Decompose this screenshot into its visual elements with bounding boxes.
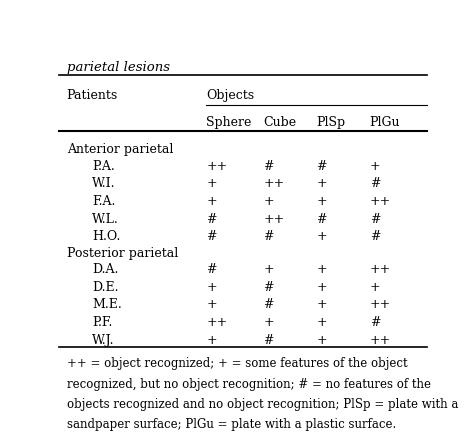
Text: PlSp: PlSp bbox=[316, 116, 346, 129]
Text: +: + bbox=[263, 315, 274, 328]
Text: M.E.: M.E. bbox=[92, 298, 122, 311]
Text: +: + bbox=[316, 333, 327, 346]
Text: F.A.: F.A. bbox=[92, 194, 116, 208]
Text: +: + bbox=[370, 280, 380, 293]
Text: +: + bbox=[316, 194, 327, 208]
Text: #: # bbox=[370, 177, 380, 190]
Text: +: + bbox=[316, 280, 327, 293]
Text: +: + bbox=[316, 298, 327, 311]
Text: sandpaper surface; PlGu = plate with a plastic surface.: sandpaper surface; PlGu = plate with a p… bbox=[66, 417, 396, 430]
Text: #: # bbox=[263, 280, 273, 293]
Text: H.O.: H.O. bbox=[92, 230, 121, 243]
Text: +: + bbox=[206, 333, 217, 346]
Text: ++: ++ bbox=[206, 159, 228, 173]
Text: +: + bbox=[316, 230, 327, 243]
Text: P.F.: P.F. bbox=[92, 315, 113, 328]
Text: Patients: Patients bbox=[66, 88, 118, 102]
Text: #: # bbox=[316, 159, 327, 173]
Text: ++: ++ bbox=[263, 212, 284, 225]
Text: #: # bbox=[370, 230, 380, 243]
Text: #: # bbox=[263, 333, 273, 346]
Text: +: + bbox=[370, 159, 380, 173]
Text: ++: ++ bbox=[370, 263, 391, 276]
Text: D.A.: D.A. bbox=[92, 263, 118, 276]
Text: ++: ++ bbox=[370, 333, 391, 346]
Text: D.E.: D.E. bbox=[92, 280, 119, 293]
Text: PlGu: PlGu bbox=[370, 116, 400, 129]
Text: #: # bbox=[263, 159, 273, 173]
Text: #: # bbox=[206, 263, 217, 276]
Text: #: # bbox=[370, 315, 380, 328]
Text: #: # bbox=[370, 212, 380, 225]
Text: W.J.: W.J. bbox=[92, 333, 115, 346]
Text: Posterior parietal: Posterior parietal bbox=[66, 246, 178, 259]
Text: P.A.: P.A. bbox=[92, 159, 115, 173]
Text: +: + bbox=[316, 263, 327, 276]
Text: W.I.: W.I. bbox=[92, 177, 116, 190]
Text: Cube: Cube bbox=[263, 116, 296, 129]
Text: recognized, but no object recognition; # = no features of the: recognized, but no object recognition; #… bbox=[66, 377, 430, 390]
Text: +: + bbox=[206, 194, 217, 208]
Text: +: + bbox=[206, 280, 217, 293]
Text: W.L.: W.L. bbox=[92, 212, 119, 225]
Text: +: + bbox=[316, 177, 327, 190]
Text: Objects: Objects bbox=[206, 88, 255, 102]
Text: ++ = object recognized; + = some features of the object: ++ = object recognized; + = some feature… bbox=[66, 357, 407, 369]
Text: #: # bbox=[316, 212, 327, 225]
Text: +: + bbox=[263, 263, 274, 276]
Text: +: + bbox=[206, 298, 217, 311]
Text: ++: ++ bbox=[370, 194, 391, 208]
Text: +: + bbox=[316, 315, 327, 328]
Text: parietal lesions: parietal lesions bbox=[66, 61, 170, 74]
Text: Sphere: Sphere bbox=[206, 116, 252, 129]
Text: #: # bbox=[263, 298, 273, 311]
Text: ++: ++ bbox=[370, 298, 391, 311]
Text: ++: ++ bbox=[263, 177, 284, 190]
Text: Anterior parietal: Anterior parietal bbox=[66, 143, 173, 155]
Text: #: # bbox=[206, 230, 217, 243]
Text: #: # bbox=[206, 212, 217, 225]
Text: objects recognized and no object recognition; PlSp = plate with a: objects recognized and no object recogni… bbox=[66, 397, 458, 410]
Text: #: # bbox=[263, 230, 273, 243]
Text: +: + bbox=[263, 194, 274, 208]
Text: ++: ++ bbox=[206, 315, 228, 328]
Text: +: + bbox=[206, 177, 217, 190]
